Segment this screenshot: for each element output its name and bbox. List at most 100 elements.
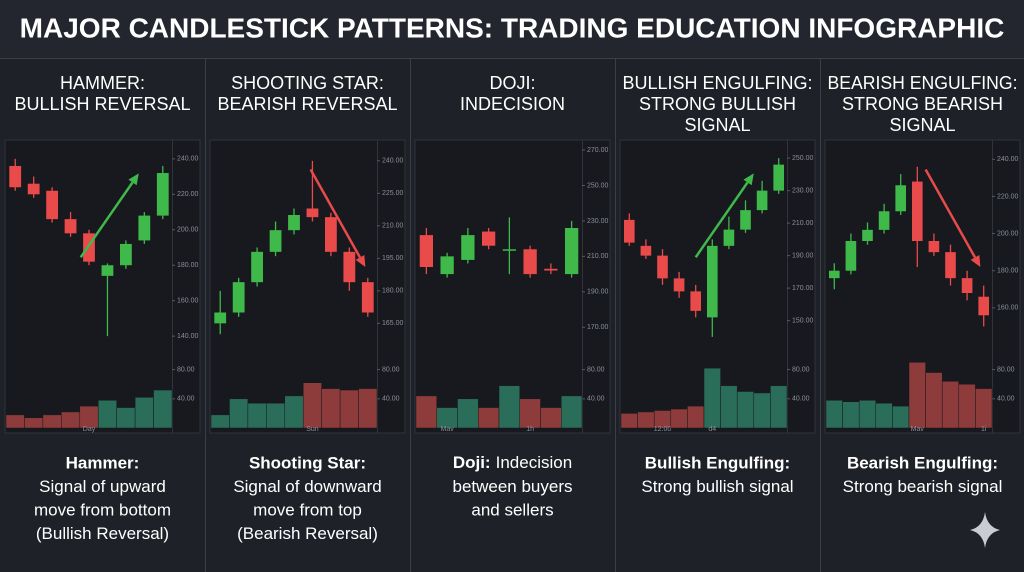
volume-tick-label: 80.00 <box>997 366 1015 373</box>
volume-bar <box>958 383 976 429</box>
volume-bar <box>5 414 25 429</box>
y-tick-label: 230.00 <box>587 218 609 225</box>
caption-label: Bearish Engulfing: <box>847 453 998 472</box>
y-tick-label: 230.00 <box>792 187 814 194</box>
x-tick-label: 1h <box>526 426 534 433</box>
caption-label: Shooting Star: <box>249 453 366 472</box>
volume-bar <box>358 388 378 429</box>
volume-bar <box>753 392 771 429</box>
caption-text: Strong bearish signal <box>843 477 1003 496</box>
y-tick-label: 150.00 <box>792 317 814 324</box>
candle-body <box>156 173 169 216</box>
candle-body <box>623 219 635 243</box>
y-tick-label: 250.00 <box>792 155 814 162</box>
candle-body <box>564 228 579 275</box>
volume-bar <box>498 385 520 429</box>
volume-tick-label: 40.00 <box>997 396 1015 403</box>
candle-body <box>911 181 923 241</box>
y-tick-label: 180.00 <box>177 262 199 269</box>
volume-bar <box>637 411 655 429</box>
caption-text: Strong bullish signal <box>641 477 793 496</box>
volume-tick-label: 80.00 <box>177 366 195 373</box>
candle-body <box>706 245 718 318</box>
x-tick-label: Sun <box>306 426 319 433</box>
panel-title: STRONG BULLISH <box>639 94 796 114</box>
volume-bar <box>266 402 286 429</box>
x-tick-label: Mav <box>911 426 925 433</box>
candle-body <box>978 296 990 316</box>
panel-title: BULLISH REVERSAL <box>14 94 190 114</box>
y-tick-label: 200.00 <box>177 227 199 234</box>
y-tick-label: 240.00 <box>177 156 199 163</box>
candle-body <box>945 252 956 279</box>
trend-arrow-head <box>128 173 139 186</box>
volume-bar <box>670 408 688 429</box>
title-bar <box>0 0 1024 58</box>
candle-body <box>101 265 114 276</box>
panel-title: DOJI: <box>489 73 535 93</box>
caption-text: Indecision <box>496 453 573 472</box>
panel-title: SIGNAL <box>684 115 750 135</box>
volume-bar <box>153 389 173 429</box>
panel-title: BEARISH ENGULFING: <box>828 73 1018 93</box>
candle-body <box>269 230 282 252</box>
y-tick-label: 220.00 <box>177 191 199 198</box>
candle-body <box>119 243 132 266</box>
candle-body <box>232 282 245 313</box>
y-tick-label: 160.00 <box>997 305 1019 312</box>
caption-text: Signal of downward <box>233 477 381 496</box>
volume-bar <box>478 407 500 429</box>
candle-body <box>461 235 475 260</box>
candle-body <box>756 190 768 211</box>
volume-bar <box>770 385 788 429</box>
candle-body <box>773 164 785 191</box>
y-tick-label: 190.00 <box>792 252 814 259</box>
y-tick-label: 210.00 <box>792 220 814 227</box>
volume-bar <box>116 407 136 429</box>
trend-arrow <box>694 181 749 258</box>
trend-arrow <box>79 181 134 258</box>
y-tick-label: 170.00 <box>792 285 814 292</box>
candle-body <box>419 235 434 267</box>
volume-bar <box>24 417 44 429</box>
candle-body <box>657 255 668 279</box>
y-tick-label: 165.00 <box>382 320 404 327</box>
panel-title: INDECISION <box>460 94 565 114</box>
volume-tick-label: 40.00 <box>587 396 605 403</box>
y-tick-label: 210.00 <box>587 253 609 260</box>
volume-bar <box>842 401 860 429</box>
y-tick-label: 190.00 <box>587 289 609 296</box>
panel-title: BULLISH ENGULFING: <box>623 73 813 93</box>
volume-bar <box>457 398 479 429</box>
candle-body <box>481 231 496 246</box>
panels: HAMMER:BULLISH REVERSAL 240.00 220.00 200.0… <box>4 59 1021 572</box>
candle-body <box>740 210 751 230</box>
caption: Doji: Indecision <box>453 453 572 472</box>
panel-title: STRONG BEARISH <box>842 94 1003 114</box>
y-tick-label: 195.00 <box>382 255 404 262</box>
trend-arrow <box>309 168 362 259</box>
candle-body <box>673 278 685 292</box>
volume-bar <box>941 381 960 429</box>
volume-bar <box>703 367 721 429</box>
panel-title: SIGNAL <box>889 115 955 135</box>
caption-text: move from bottom <box>34 500 171 519</box>
volume-bar <box>247 402 267 429</box>
x-tick-label: Mav <box>441 426 455 433</box>
candle-body <box>640 245 652 256</box>
volume-bar <box>908 362 926 429</box>
volume-bar <box>825 400 843 429</box>
volume-bar <box>720 385 738 429</box>
y-tick-label: 225.00 <box>382 190 404 197</box>
volume-bar <box>892 405 910 429</box>
caption-text: move from top <box>253 500 362 519</box>
volume-tick-label: 40.00 <box>382 396 400 403</box>
volume-bar <box>61 411 81 429</box>
volume-bar <box>97 400 117 429</box>
candle-body <box>523 249 537 275</box>
candle-body <box>828 270 840 279</box>
caption-text: Signal of upward <box>39 477 166 496</box>
candle-body <box>502 249 517 251</box>
candle-body <box>361 282 374 313</box>
